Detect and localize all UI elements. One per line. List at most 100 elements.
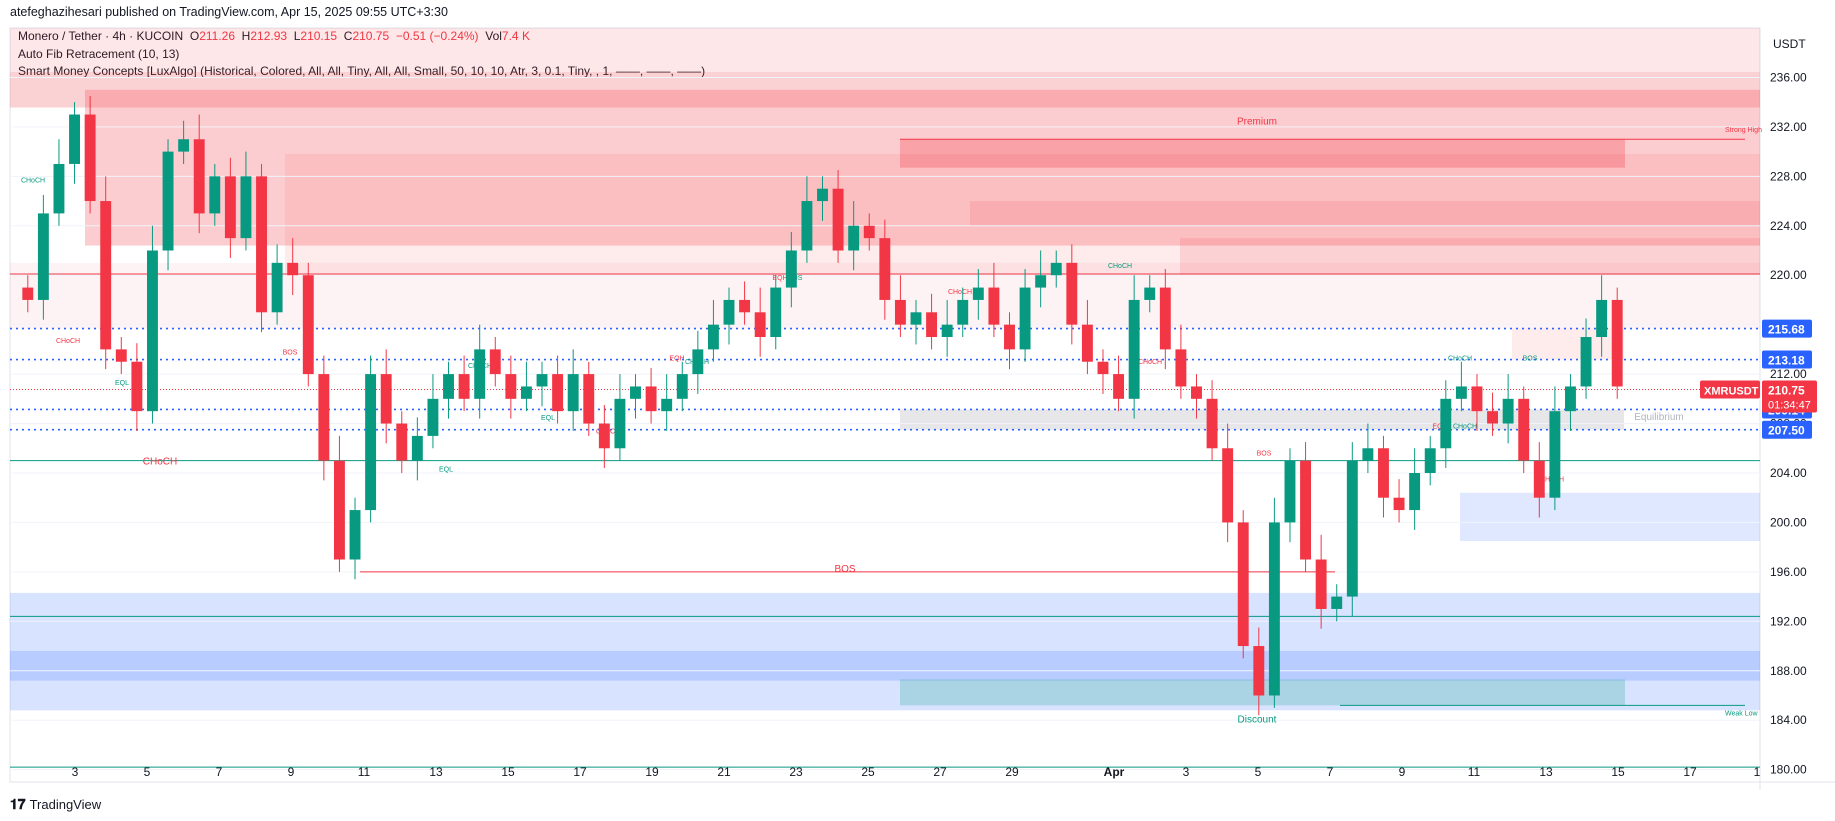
discount-block bbox=[10, 650, 1760, 681]
candle-body bbox=[941, 324, 953, 338]
x-tick-label: 5 bbox=[1255, 765, 1262, 779]
strong-high-label: Strong High bbox=[1725, 127, 1762, 134]
candle-body bbox=[583, 374, 595, 424]
candle-body bbox=[22, 287, 34, 300]
x-tick-label: 7 bbox=[1327, 765, 1334, 779]
candle-body bbox=[224, 176, 236, 239]
y-tick-label: 188.00 bbox=[1770, 664, 1807, 678]
x-tick-label: 11 bbox=[358, 765, 371, 779]
candle-body bbox=[1549, 411, 1561, 498]
candle-body bbox=[84, 114, 96, 202]
symbol-tag bbox=[1700, 380, 1760, 399]
x-tick-label: 9 bbox=[1399, 765, 1406, 779]
candle-body bbox=[302, 275, 314, 375]
y-tick-label: 236.00 bbox=[1770, 70, 1807, 84]
candle-body bbox=[1222, 448, 1234, 523]
indicator-fib[interactable]: Auto Fib Retracement (10, 13) bbox=[18, 47, 180, 61]
x-tick-label: 17 bbox=[573, 765, 587, 779]
discount-label: Discount bbox=[1238, 715, 1277, 726]
candle-body bbox=[520, 386, 532, 399]
x-tick-label: 29 bbox=[1005, 765, 1019, 779]
candle-body bbox=[1393, 497, 1405, 511]
x-tick-label: 25 bbox=[861, 765, 875, 779]
x-tick-label: Apr bbox=[1104, 765, 1125, 779]
candle-body bbox=[1175, 349, 1187, 387]
x-tick-label: 5 bbox=[144, 765, 151, 779]
equilibrium-label: Equilibrium bbox=[1634, 412, 1683, 423]
x-tick-label: 9 bbox=[288, 765, 295, 779]
candle-body bbox=[69, 114, 80, 164]
candle-body bbox=[552, 374, 564, 412]
candle-body bbox=[972, 287, 984, 300]
y-tick-label: 212.00 bbox=[1770, 367, 1807, 381]
tradingview-brand: TradingView bbox=[29, 797, 102, 812]
candle-body bbox=[209, 176, 221, 214]
x-tick-label: 27 bbox=[933, 765, 947, 779]
x-tick-label: 23 bbox=[789, 765, 803, 779]
countdown-label: 01:34:47 bbox=[1768, 400, 1811, 412]
tradingview-icon: 𝟏𝟕 bbox=[10, 796, 26, 812]
candle-body bbox=[318, 374, 330, 461]
structure-label: CHoCH bbox=[1108, 263, 1132, 270]
candle-body bbox=[1097, 361, 1109, 375]
order-block-low bbox=[1180, 238, 1760, 276]
price-chart[interactable]: 180.00 184.00 188.00 192.00 196.00 200.00 204.… bbox=[0, 0, 1835, 790]
structure-label: CHoCH bbox=[143, 456, 177, 467]
volume-label: Vol bbox=[485, 29, 502, 43]
demand-zone-recent bbox=[1460, 492, 1760, 541]
candle-body bbox=[146, 250, 158, 412]
candle-body bbox=[1004, 324, 1015, 350]
candle-body bbox=[1315, 559, 1327, 609]
candle-body bbox=[661, 398, 673, 412]
x-tick-label: 13 bbox=[1539, 765, 1553, 779]
candle-body bbox=[240, 176, 252, 239]
open-value: 211.26 bbox=[199, 29, 235, 43]
price-tag-label: 207.50 bbox=[1768, 424, 1805, 438]
structure-label: BOS bbox=[1523, 356, 1538, 363]
symbol-legend: Monero / Tether · 4h · KUCOIN O211.26 H2… bbox=[18, 29, 530, 43]
candle-body bbox=[100, 201, 112, 350]
candle-body bbox=[178, 139, 190, 152]
candle-body bbox=[785, 250, 797, 288]
candle-body bbox=[614, 398, 626, 449]
candle-body bbox=[1268, 522, 1280, 696]
candle-body bbox=[53, 163, 65, 214]
candle-body bbox=[1035, 275, 1047, 288]
candle-body bbox=[1019, 287, 1031, 350]
publish-info: atefeghazihesari published on TradingVie… bbox=[10, 5, 448, 19]
candle-body bbox=[1487, 411, 1499, 424]
candle-body bbox=[879, 238, 891, 300]
structure-label: CHoCH bbox=[948, 289, 972, 296]
price-tag-label: 215.68 bbox=[1768, 323, 1805, 337]
candle-body bbox=[1081, 324, 1093, 362]
structure-label: CHoCH bbox=[1448, 356, 1472, 363]
y-tick-label: 224.00 bbox=[1770, 219, 1807, 233]
candle-body bbox=[1050, 262, 1062, 276]
candle-body bbox=[832, 188, 844, 251]
candle-body bbox=[271, 262, 283, 313]
x-tick-label: 15 bbox=[501, 765, 515, 779]
candle-body bbox=[1331, 596, 1343, 609]
candle-body bbox=[739, 299, 751, 313]
indicator-smc[interactable]: Smart Money Concepts [LuxAlgo] (Historic… bbox=[18, 64, 706, 78]
candle-body bbox=[1206, 398, 1218, 449]
candle-body bbox=[427, 398, 439, 436]
x-tick-label: 3 bbox=[1183, 765, 1190, 779]
x-tick-label: 1 bbox=[1754, 765, 1761, 779]
candle-body bbox=[365, 374, 377, 511]
x-tick-label: 7 bbox=[216, 765, 223, 779]
candle-body bbox=[1580, 337, 1592, 387]
candle-body bbox=[848, 225, 860, 251]
candle-body bbox=[1596, 299, 1608, 338]
structure-label: EQH bbox=[772, 275, 787, 282]
x-tick-label: 15 bbox=[1611, 765, 1625, 779]
symbol-name: Monero / Tether · 4h · KUCOIN bbox=[18, 29, 184, 43]
candle-body bbox=[1362, 448, 1374, 461]
structure-label: CHoCH bbox=[1138, 359, 1162, 366]
supply-zone bbox=[85, 89, 1760, 246]
close-value: 210.75 bbox=[352, 29, 390, 43]
y-tick-label: 180.00 bbox=[1770, 763, 1807, 777]
candle-body bbox=[801, 201, 813, 251]
candle-body bbox=[1300, 460, 1312, 560]
currency-label: USDT bbox=[1773, 37, 1806, 51]
